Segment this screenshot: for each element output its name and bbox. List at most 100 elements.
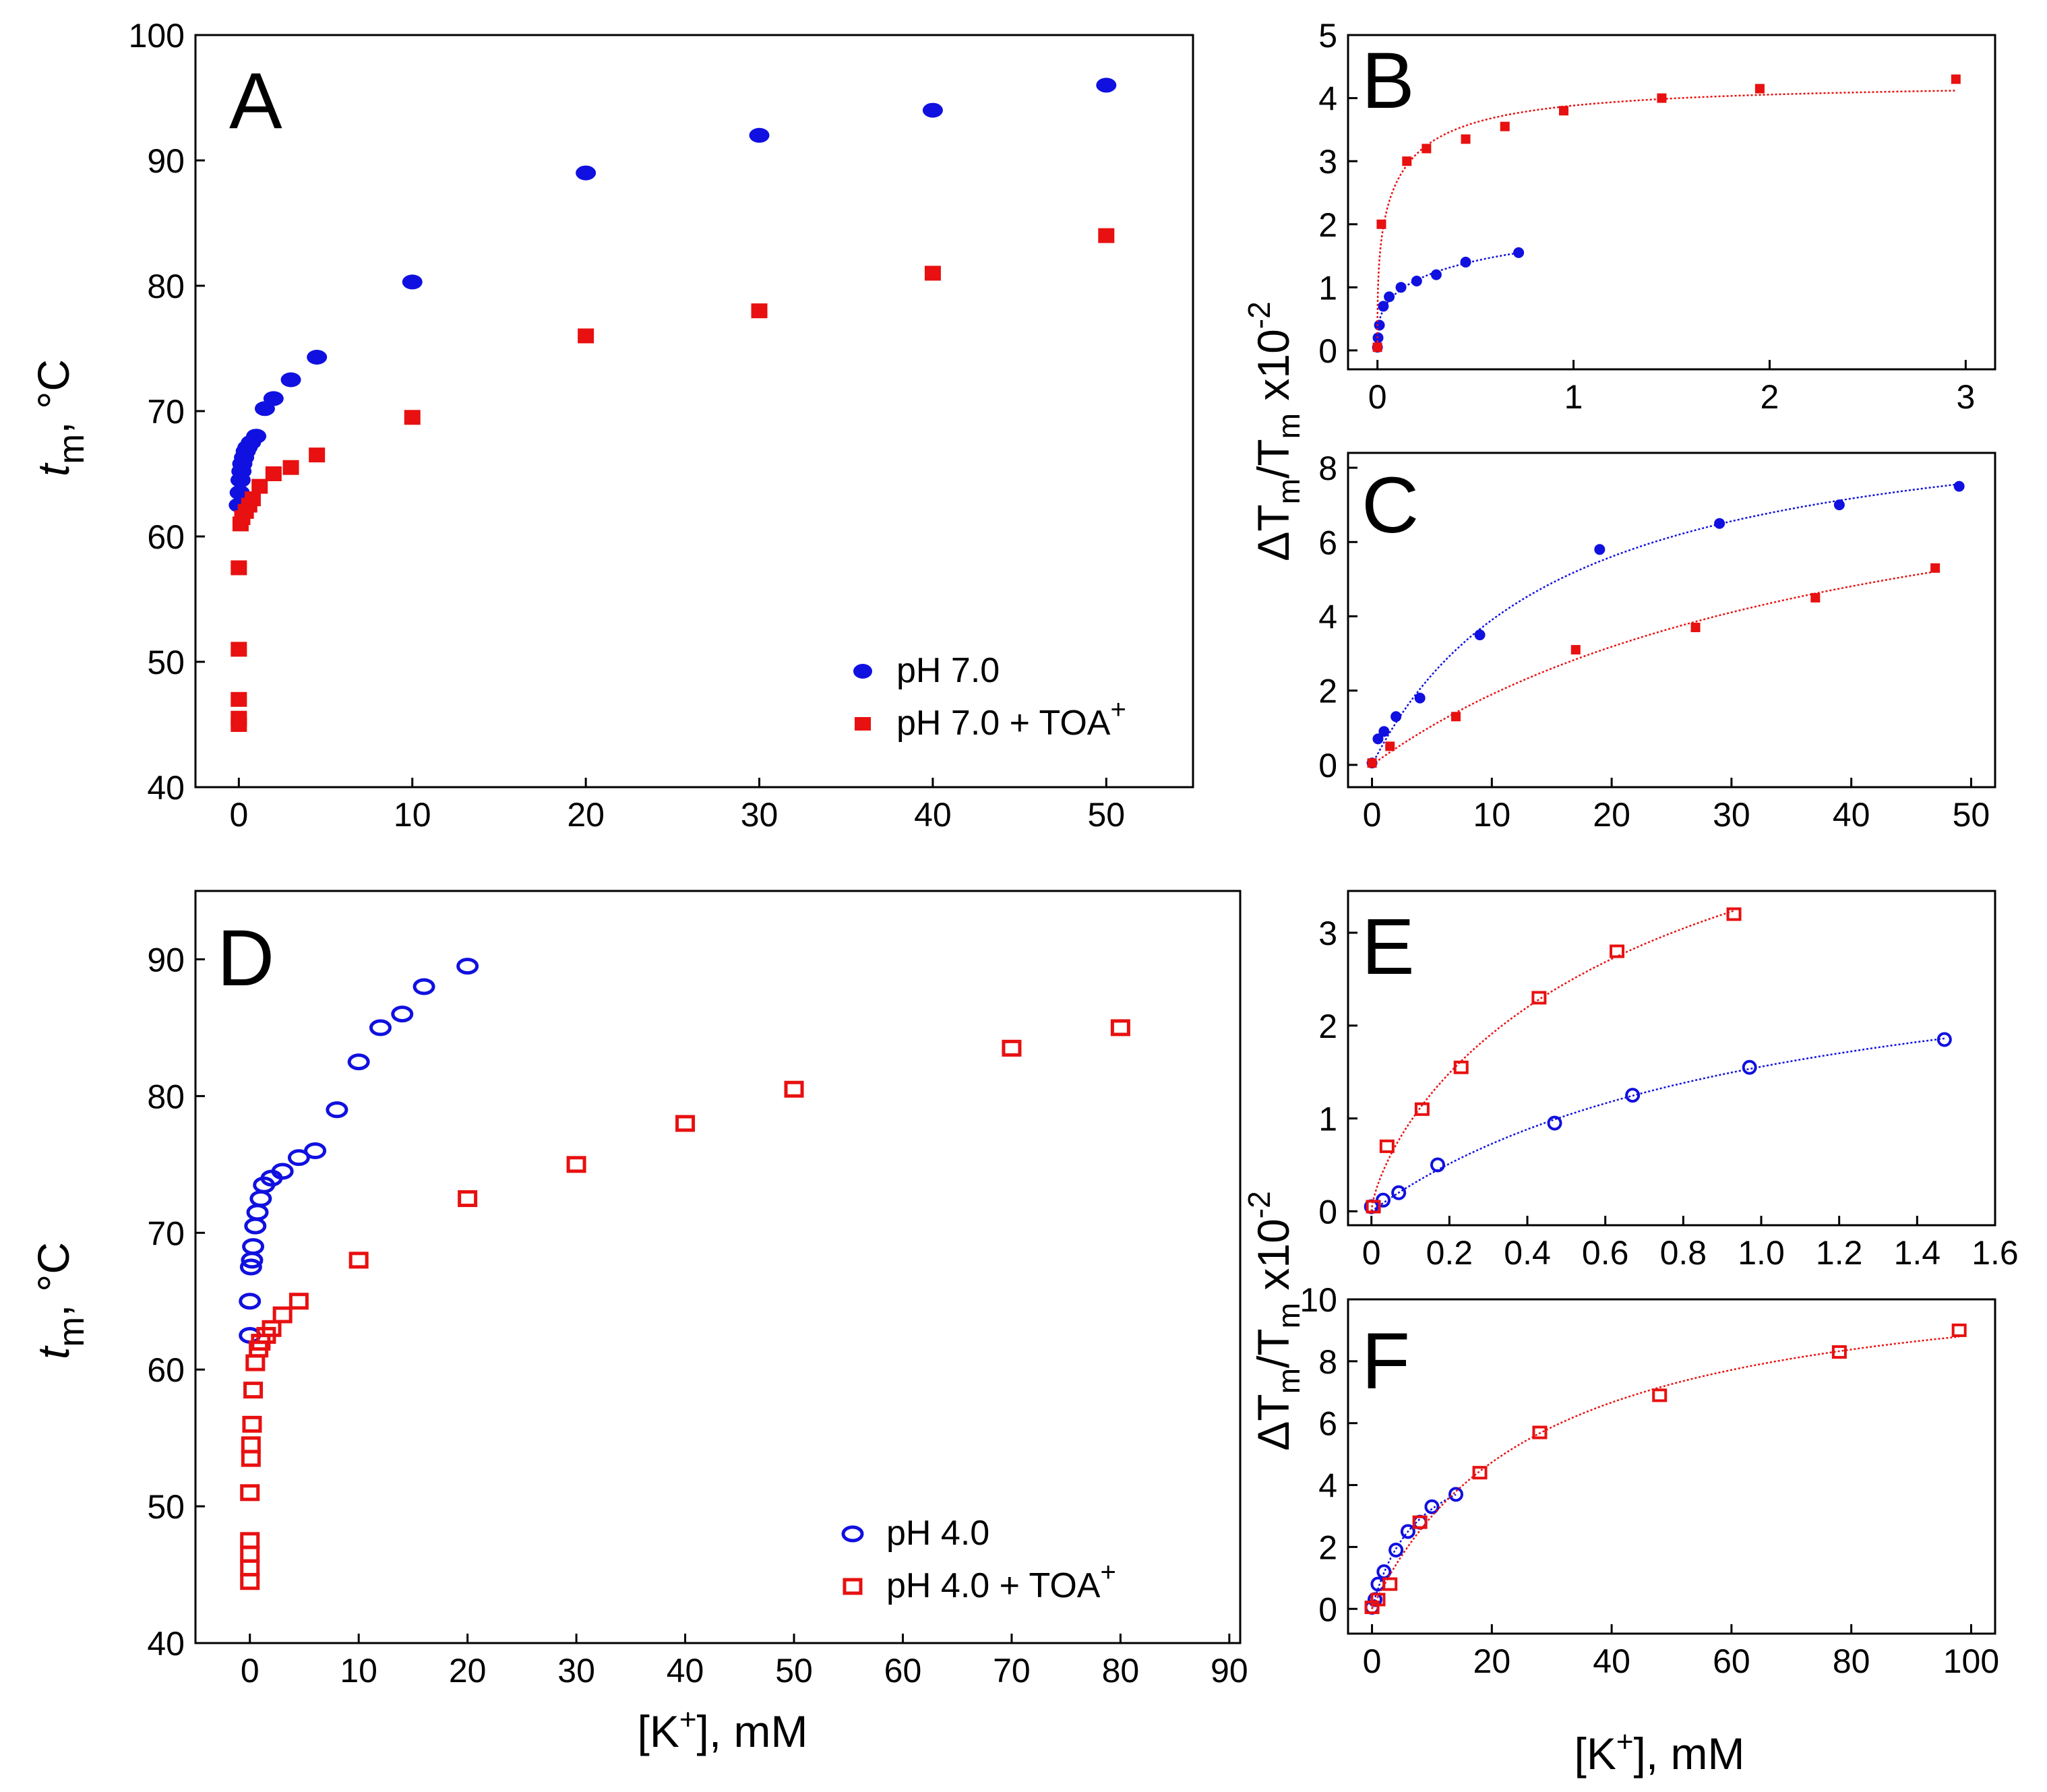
data-point: [1388, 1543, 1404, 1557]
ylabel-bottom-left: tm, °C: [28, 1242, 92, 1359]
fit-curve: [1376, 251, 1519, 350]
data-point: [1474, 629, 1486, 641]
data-point: [1378, 726, 1390, 737]
series-red: [1364, 1323, 1967, 1614]
legend: pH 7.0 pH 7.0 + TOA+: [853, 651, 1126, 743]
data-point: [1412, 1515, 1428, 1529]
plot-frame: [194, 890, 1242, 1644]
y-tick-label: 4: [1318, 80, 1337, 118]
data-point: [391, 1006, 414, 1023]
data-point: [231, 642, 247, 657]
data-point: [251, 478, 268, 494]
data-point: [246, 1204, 269, 1221]
data-point: [309, 447, 326, 463]
series-red: [1367, 563, 1941, 768]
y-tick-label: 50: [147, 644, 185, 681]
data-point: [1559, 106, 1568, 116]
y-tick-label: 60: [147, 518, 185, 556]
data-point: [749, 127, 770, 143]
y-tick-label: 3: [1318, 143, 1337, 181]
x-tick-label: 90: [1211, 1652, 1248, 1690]
x-tick-label: 30: [741, 796, 778, 834]
data-point: [1953, 481, 1965, 492]
y-tick-label: 2: [1318, 673, 1337, 710]
data-point: [1385, 741, 1395, 751]
x-tick-label: 0.8: [1660, 1234, 1707, 1272]
data-point: [263, 391, 284, 406]
data-point: [922, 102, 943, 118]
fit-curve: [1371, 570, 1936, 766]
data-point: [240, 1484, 260, 1502]
series-blue: [1366, 481, 1965, 769]
data-point: [1472, 1466, 1488, 1480]
x-tick-label: 2: [1761, 378, 1779, 416]
x-tick-label: 1: [1564, 378, 1583, 416]
data-point: [1754, 84, 1765, 94]
data-point: [784, 1080, 804, 1098]
x-tick-label: 10: [394, 796, 431, 834]
x-tick-label: 60: [884, 1652, 922, 1690]
series-blue: [1372, 247, 1525, 353]
data-point: [1402, 156, 1412, 166]
x-tick-label: 0.2: [1426, 1234, 1473, 1272]
data-point: [1370, 1593, 1386, 1607]
y-tick-label: 1: [1318, 1101, 1337, 1138]
data-point: [1372, 733, 1384, 745]
data-point: [1531, 991, 1547, 1005]
y-tick-label: 40: [147, 769, 185, 807]
data-point: [287, 1149, 310, 1167]
data-point: [1610, 944, 1625, 958]
legend-label: pH 4.0 + TOA+: [886, 1557, 1116, 1605]
data-point: [1532, 1425, 1548, 1440]
x-tick-label: 0: [229, 796, 248, 834]
x-tick-label: 40: [1833, 796, 1870, 834]
y-tick-label: 1: [1318, 269, 1337, 307]
x-tick-label: 50: [1087, 796, 1125, 834]
data-point: [1400, 1524, 1415, 1539]
data-point: [675, 1115, 696, 1132]
y-tick-label: 4: [1318, 598, 1337, 636]
data-point: [246, 429, 267, 444]
y-tick-label: 10: [1300, 1281, 1337, 1319]
x-tick-label: 30: [557, 1652, 595, 1690]
data-point: [244, 491, 261, 507]
x-tick-label: 1.6: [1972, 1234, 2019, 1272]
data-point: [348, 1252, 369, 1269]
plot-frame: [1347, 1298, 1996, 1635]
data-point: [271, 1163, 294, 1180]
x-tick-label: 0: [1368, 378, 1387, 416]
y-tick-label: 40: [147, 1625, 185, 1663]
data-point: [1395, 282, 1407, 293]
data-point: [241, 1436, 261, 1454]
data-point: [1448, 1487, 1463, 1502]
data-point: [1378, 301, 1389, 312]
y-tick-label: 6: [1318, 1405, 1337, 1443]
fit-curve: [1371, 1336, 1959, 1609]
legend-label: pH 7.0: [896, 651, 1000, 690]
fit-curve: [1371, 483, 1959, 766]
data-point: [231, 710, 247, 726]
x-tick-label: 80: [1102, 1652, 1140, 1690]
data-point: [576, 165, 597, 181]
x-tick-label: 0: [1363, 796, 1382, 834]
data-point: [1726, 907, 1742, 921]
data-point: [1453, 1060, 1469, 1074]
y-tick-label: 2: [1318, 1008, 1337, 1045]
panel-letter: C: [1362, 461, 1419, 550]
data-point: [1430, 1157, 1446, 1173]
data-point: [280, 372, 301, 388]
data-point: [243, 1382, 264, 1399]
data-point: [240, 1559, 260, 1576]
data-point: [404, 410, 421, 425]
panel-letter: E: [1362, 902, 1415, 991]
data-point: [307, 350, 328, 365]
data-point: [1451, 712, 1461, 722]
data-point: [1742, 1059, 1757, 1075]
data-point: [265, 466, 282, 481]
data-point: [1391, 1185, 1407, 1200]
data-point: [242, 1415, 262, 1433]
x-tick-label: 70: [993, 1652, 1031, 1690]
data-point: [1366, 1200, 1381, 1214]
data-point: [1424, 1499, 1440, 1514]
